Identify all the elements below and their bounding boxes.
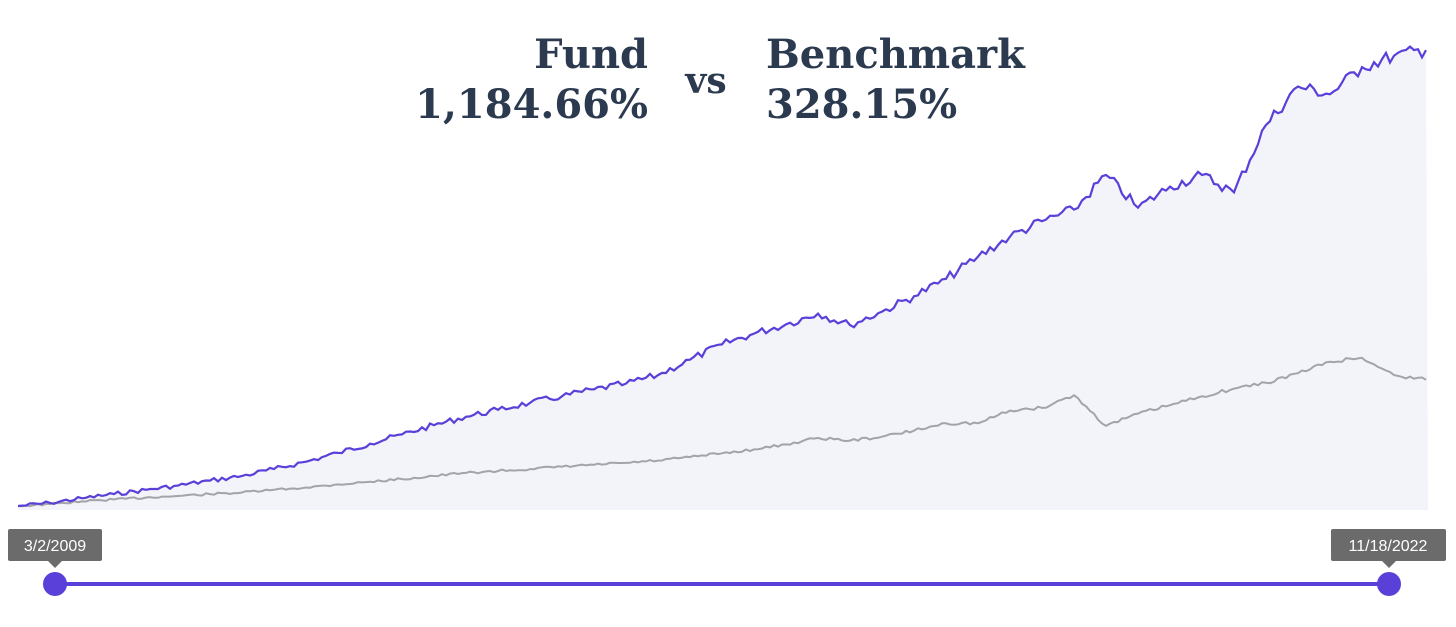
- start-date-tooltip-arrow: [48, 561, 62, 568]
- start-date-tooltip-box: [8, 529, 102, 561]
- fund-series-line: [17, 45, 1427, 508]
- date-range-slider[interactable]: 3/2/2009 11/18/2022: [8, 529, 1446, 596]
- vs-label: vs: [684, 60, 726, 102]
- fund-label: Fund: [534, 31, 648, 78]
- start-date-tooltip: 3/2/2009: [8, 529, 102, 568]
- end-date-tooltip: 11/18/2022: [1331, 529, 1446, 568]
- end-date-label: 11/18/2022: [1349, 538, 1428, 555]
- start-date-label: 3/2/2009: [24, 538, 86, 555]
- benchmark-label: Benchmark: [766, 31, 1026, 78]
- slider-start-handle[interactable]: [43, 572, 67, 596]
- fund-return-value: 1,184.66%: [415, 81, 648, 128]
- end-date-tooltip-box: [1331, 529, 1446, 561]
- benchmark-series-line: [17, 356, 1427, 508]
- benchmark-return-value: 328.15%: [766, 81, 957, 128]
- slider-end-handle[interactable]: [1377, 572, 1401, 596]
- fund-area-fill: [18, 46, 1428, 510]
- end-date-tooltip-arrow: [1382, 561, 1396, 568]
